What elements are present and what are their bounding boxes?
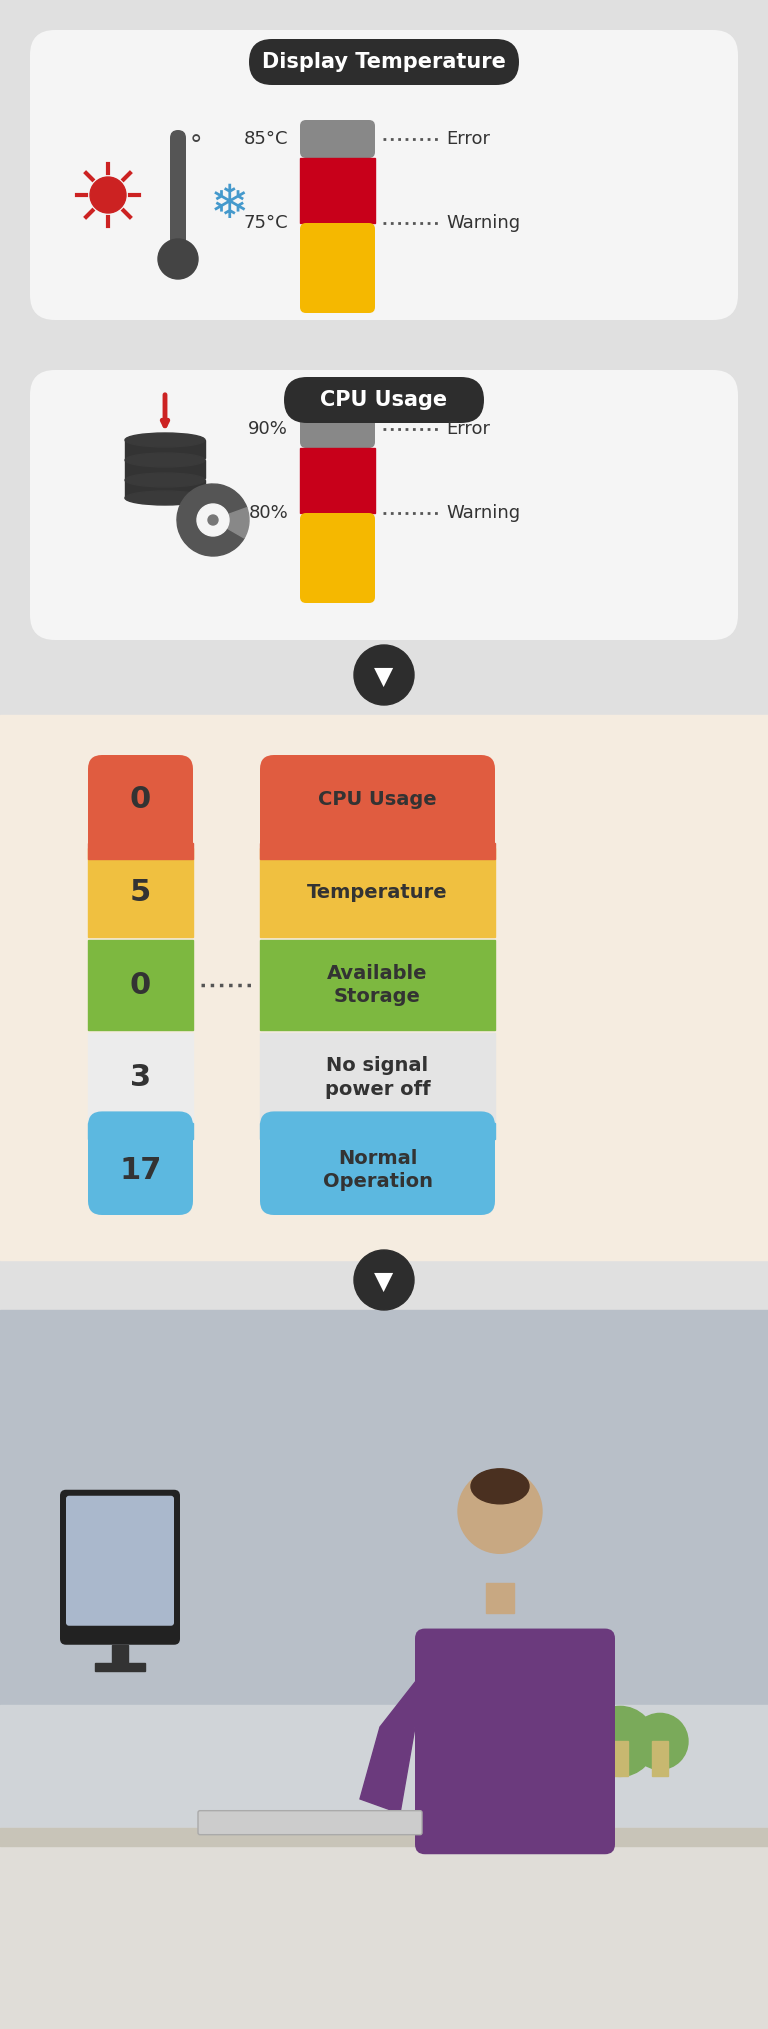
Text: ▼: ▼ [374,666,394,690]
Bar [300,448,375,513]
Text: 85°C: 85°C [243,130,288,148]
Text: No signal
power off: No signal power off [325,1057,430,1100]
Bar [260,1033,495,1122]
FancyBboxPatch shape [88,755,193,858]
Bar [88,842,193,858]
FancyBboxPatch shape [249,39,519,85]
Text: 0: 0 [130,970,151,1000]
Bar [88,939,193,1031]
Text: 80%: 80% [248,503,288,521]
FancyBboxPatch shape [415,1629,615,1855]
Circle shape [632,1712,688,1769]
Bar [125,481,205,497]
FancyBboxPatch shape [300,120,375,158]
Bar [300,158,375,223]
Bar [0,1311,768,1706]
Bar [112,1646,128,1664]
Bar [0,1706,768,2029]
Text: CPU Usage: CPU Usage [320,390,448,410]
FancyBboxPatch shape [60,1489,180,1646]
Bar [88,1124,193,1140]
Text: 90%: 90% [248,420,288,438]
Text: °: ° [190,134,203,158]
Ellipse shape [471,1469,529,1503]
Bar [125,440,205,459]
FancyBboxPatch shape [260,755,495,858]
Ellipse shape [125,491,205,505]
Bar [88,1033,193,1122]
FancyBboxPatch shape [260,1112,495,1215]
Ellipse shape [125,473,205,487]
Text: Display Temperature: Display Temperature [262,53,506,71]
Bar [95,1662,145,1670]
FancyBboxPatch shape [284,377,484,422]
Bar [486,1583,514,1613]
Bar [612,1741,628,1777]
Text: Error: Error [446,420,490,438]
FancyBboxPatch shape [30,369,738,639]
FancyBboxPatch shape [170,130,186,266]
Ellipse shape [125,452,205,467]
Circle shape [197,503,229,536]
Text: 17: 17 [119,1157,162,1185]
Circle shape [90,177,126,213]
Circle shape [354,645,414,704]
Bar [0,1828,768,1846]
Polygon shape [360,1670,425,1814]
Text: Temperature: Temperature [307,883,448,903]
Circle shape [354,1250,414,1311]
Text: Warning: Warning [446,213,520,231]
Text: 5: 5 [130,879,151,907]
Bar [0,714,768,1260]
Bar [125,461,205,479]
Wedge shape [177,485,247,556]
Text: 75°C: 75°C [243,213,288,231]
Text: Error: Error [446,130,490,148]
Text: 3: 3 [130,1063,151,1092]
FancyBboxPatch shape [300,513,375,603]
Text: CPU Usage: CPU Usage [318,791,437,810]
Wedge shape [213,507,249,538]
Text: ❄: ❄ [210,183,250,227]
Text: Warning: Warning [446,503,520,521]
Text: 0: 0 [130,785,151,814]
Bar [260,939,495,1031]
Circle shape [585,1706,655,1777]
Bar [88,848,193,937]
Circle shape [458,1469,542,1554]
FancyBboxPatch shape [198,1810,422,1834]
FancyBboxPatch shape [88,1112,193,1215]
FancyBboxPatch shape [30,30,738,321]
Bar [0,1828,768,2029]
Ellipse shape [125,432,205,446]
FancyBboxPatch shape [300,410,375,448]
Bar [652,1741,668,1777]
FancyBboxPatch shape [300,223,375,312]
Text: ▼: ▼ [374,1270,394,1295]
FancyBboxPatch shape [66,1495,174,1625]
Bar [260,842,495,858]
Bar [260,848,495,937]
Circle shape [158,239,198,280]
Circle shape [208,515,218,526]
Text: Available
Storage: Available Storage [327,964,428,1006]
Text: Normal
Operation: Normal Operation [323,1148,432,1191]
Bar [260,1124,495,1140]
